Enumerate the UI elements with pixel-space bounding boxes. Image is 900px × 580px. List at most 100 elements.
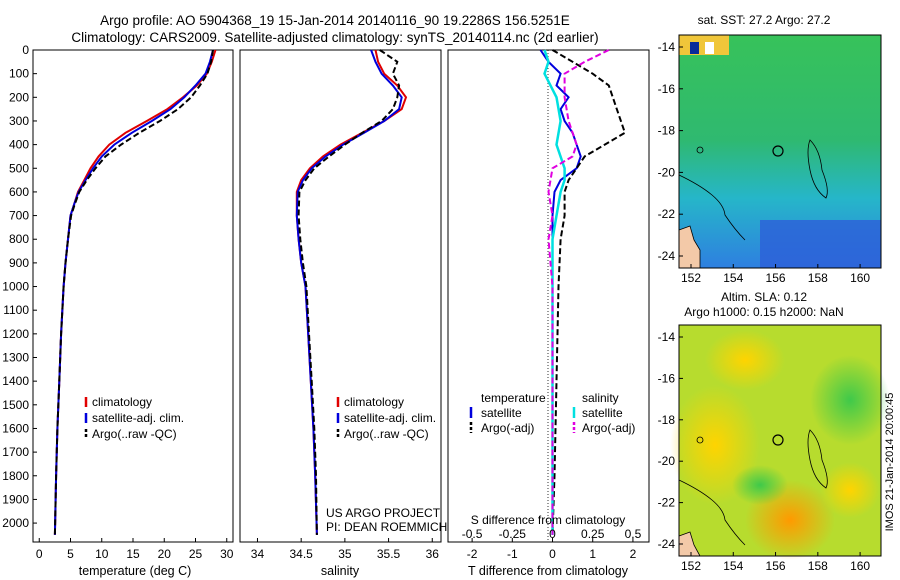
legend-satellite-label: satellite-adj. clim. [92,411,184,425]
depth-tick-label: 1300 [2,351,29,365]
depth-tick-label: 1500 [2,398,29,412]
difference-salinity-legend: salinity satellite Argo(-adj) [572,391,635,435]
depth-tick-label: 0 [22,43,29,57]
sla-map-ticks: 152 154 156 158 160 -14 -16 -18 -20 -22 -24 [658,330,871,573]
map-x-tick-label: 154 [723,271,743,285]
x-tick-label: -1 [507,547,518,561]
difference-lines [539,49,627,535]
sla-argo-marker [772,434,784,446]
depth-tick-label: 100 [9,67,29,81]
depth-tick-label: 1800 [2,469,29,483]
sst-argo-marker [772,145,784,157]
depth-tick-label: 2000 [2,516,29,530]
map-y-tick-label: -22 [658,496,676,510]
sst-cool-patch [760,220,881,268]
s-tick-label: -0.25 [499,527,527,541]
map-y-tick-label: -24 [658,537,676,551]
series-temperature-argo-adj- [551,49,627,535]
x-tick-label: 25 [189,547,203,561]
map-x-tick-label: 160 [850,559,870,573]
header-line-2: Climatology: CARS2009. Satellite-adjuste… [71,30,598,45]
difference-panel: -2 -1 0 1 2 temperature satellite Argo(-adj)… [447,49,650,578]
salinity-panel: 34 34.5 35 35.5 36 salinity climatology sate… [239,49,447,578]
map-y-tick-label: -14 [658,330,676,344]
map-y-tick-label: -20 [658,454,676,468]
map-x-tick-label: 158 [808,559,828,573]
series-salinity-argo-adj- [547,49,610,535]
sst-map: sat. SST: 27.2 Argo: 27.2 152 154 156 158 16… [658,13,882,285]
depth-tick-label: 1400 [2,374,29,388]
footer-watermark: IMOS 21-Jan-2014 20:00:45 [884,393,896,532]
sla-title-2: Argo h1000: 0.15 h2000: NaN [684,305,843,319]
depth-tick-label: 900 [9,256,29,270]
s-difference-label: S difference from climatology [471,513,626,527]
x-tick-label: 10 [95,547,109,561]
series-argo-raw-qc- [297,49,401,535]
map-x-tick-label: 154 [723,559,743,573]
map-x-tick-label: 152 [681,559,701,573]
temperature-panel: 0100200300400500600700800900100011001200… [2,43,233,578]
x-tick-label: 30 [220,547,234,561]
map-x-tick-label: 156 [766,559,786,573]
project-annotation-2: PI: DEAN ROEMMICH [326,520,447,534]
s-tick-label: 0.5 [625,527,642,541]
t-difference-xlabel: T difference from climatology [468,564,629,578]
salinity-axis-ticks: 34 34.5 35 35.5 36 [251,538,439,561]
temperature-legend: climatology satellite-adj. clim. Argo(..… [84,395,184,441]
x-tick-label: 34 [251,547,265,561]
map-y-tick-label: -16 [658,82,676,96]
depth-tick-label: 1000 [2,280,29,294]
depth-tick-label: 200 [9,90,29,104]
depth-axis-ticks: 0 100 200 300 400 500 600 700 800 900 1000 1100 1200… [2,43,37,530]
x-tick-label: 35 [338,547,352,561]
map-y-tick-label: -18 [658,413,676,427]
map-y-tick-label: -20 [658,165,676,179]
depth-tick-label: 700 [9,209,29,223]
depth-tick-label: 1700 [2,445,29,459]
x-tick-label: 35.5 [377,547,401,561]
temperature-axis-ticks: 0 5 10 15 20 25 30 [36,538,234,561]
sst-map-ticks: 152 154 156 158 160 -14 -16 -18 -20 -22 -24 [658,40,871,285]
map-x-tick-label: 156 [766,271,786,285]
depth-tick-label: 500 [9,161,29,175]
map-x-tick-label: 158 [808,271,828,285]
sla-high-3 [705,330,785,390]
x-tick-label: 20 [158,547,172,561]
map-y-tick-label: -14 [658,40,676,54]
temperature-xlabel: temperature (deg C) [79,564,192,578]
legend-temperature-title: temperature [481,391,546,405]
legend-t-satellite-label: satellite [481,406,522,420]
sla-low-2 [732,465,788,505]
series-argo-raw-qc- [53,49,214,535]
difference-axes [447,49,650,543]
depth-tick-label: 1200 [2,327,29,341]
sst-map-frame [678,34,882,269]
sla-high-4 [820,462,880,518]
legend-climatology-label: climatology [92,395,152,409]
x-tick-label: 15 [126,547,140,561]
depth-tick-label: 1900 [2,492,29,506]
x-tick-label: -2 [467,547,478,561]
salinity-xlabel: salinity [321,564,360,578]
sst-small-island [696,146,704,154]
temperature-lines [53,49,217,535]
s-tick-label: 0.25 [581,527,605,541]
sla-map-frame [678,324,882,557]
x-tick-label: 34.5 [289,547,313,561]
legend-s-argo-label: Argo(-adj) [582,421,635,435]
sst-blue-pixel [690,42,699,54]
salinity-lines [295,49,408,535]
legend-satellite-label: satellite-adj. clim. [344,411,436,425]
sst-contour-coast [678,174,746,241]
s-tick-label: 0 [549,527,556,541]
map-y-tick-label: -24 [658,249,676,263]
legend-climatology-label: climatology [344,395,404,409]
difference-axis-ticks: -2 -1 0 1 2 [467,538,637,561]
difference-temperature-legend: temperature satellite Argo(-adj) [469,391,546,435]
sla-contour-reef [807,429,828,489]
sst-contour-reef [807,139,828,199]
salinity-axes [239,49,442,543]
header-line-1: Argo profile: AO 5904368_19 15-Jan-2014 … [100,13,570,28]
legend-s-satellite-label: satellite [582,406,623,420]
